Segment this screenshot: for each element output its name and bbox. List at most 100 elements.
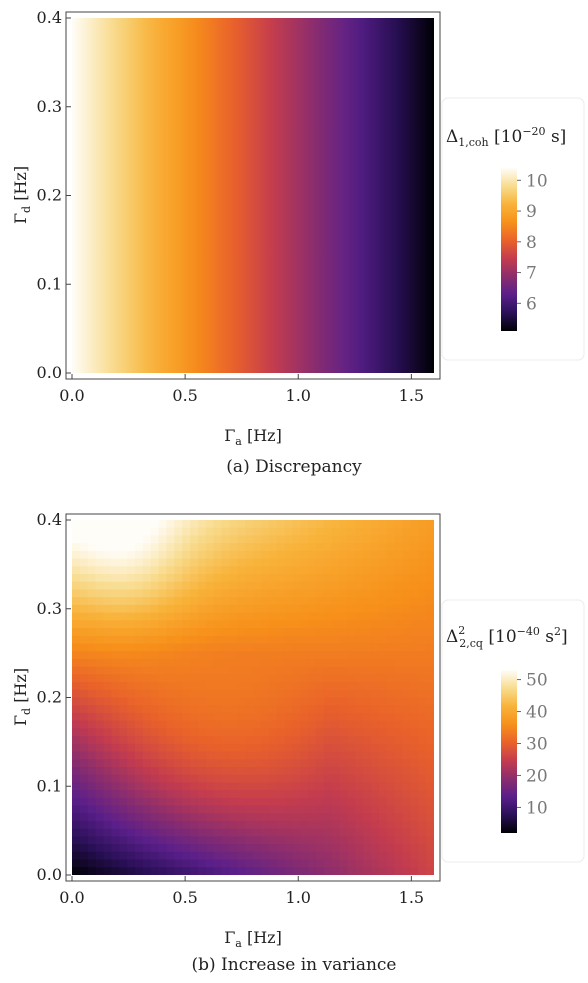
heatmap-cell xyxy=(103,666,112,675)
heatmap-cell xyxy=(339,867,349,875)
heatmap-cell xyxy=(111,612,120,621)
heatmap-cell xyxy=(363,581,372,591)
heatmap-cell xyxy=(119,705,128,714)
heatmap-cell xyxy=(190,697,199,706)
heatmap-cell xyxy=(190,604,199,614)
heatmap-cell xyxy=(347,589,356,598)
heatmap-cell xyxy=(197,597,207,606)
heatmap-cell xyxy=(174,759,183,768)
heatmap-cell xyxy=(166,797,175,807)
heatmap-cell xyxy=(103,574,112,583)
heatmap-cell xyxy=(284,604,293,614)
heatmap-cell xyxy=(150,712,160,722)
heatmap-cell xyxy=(315,535,325,544)
heatmap-cell xyxy=(418,558,427,567)
heatmap-cell xyxy=(134,520,144,529)
heatmap-cell xyxy=(331,651,341,660)
heatmap-cell xyxy=(378,651,388,660)
heatmap-cell xyxy=(331,550,341,560)
heatmap-cell xyxy=(339,705,349,714)
heatmap-cell xyxy=(229,820,238,830)
heatmap-cell xyxy=(315,697,325,706)
heatmap-cell xyxy=(111,790,120,799)
heatmap-cell xyxy=(331,535,341,544)
heatmap-cell xyxy=(426,643,434,652)
heatmap-cell xyxy=(213,543,223,552)
heatmap-cell xyxy=(72,743,81,753)
heatmap-cell xyxy=(95,520,105,529)
heatmap-cell xyxy=(260,535,270,544)
heatmap-cell xyxy=(402,759,411,768)
heatmap-cell xyxy=(111,712,120,722)
heatmap-cell xyxy=(394,658,404,668)
heatmap-cell xyxy=(79,597,89,606)
heatmap-cell xyxy=(386,766,396,776)
heatmap-cell xyxy=(79,697,89,706)
heatmap-cell xyxy=(158,550,168,560)
heatmap-cell xyxy=(300,597,309,606)
heatmap-cell xyxy=(292,697,301,706)
heatmap-cell xyxy=(386,790,396,799)
heatmap-cell xyxy=(134,651,144,660)
y-axis-label-a: Γd [Hz] xyxy=(11,166,33,224)
heatmap-cell xyxy=(315,527,325,537)
heatmap-cell xyxy=(253,813,262,822)
heatmap-cell xyxy=(308,759,317,768)
heatmap-cell xyxy=(347,736,356,745)
heatmap-cell xyxy=(276,736,286,745)
heatmap-cell xyxy=(426,527,434,537)
heatmap-cell xyxy=(237,689,246,699)
heatmap-cell xyxy=(260,682,270,691)
heatmap-cell xyxy=(127,705,136,714)
heatmap-cell xyxy=(237,597,246,606)
heatmap-cell xyxy=(197,782,207,791)
heatmap-cell xyxy=(111,589,120,598)
heatmap-cell xyxy=(150,867,160,875)
heatmap-cell xyxy=(237,736,246,745)
heatmap-cell xyxy=(72,859,81,868)
heatmap-cell xyxy=(182,813,191,822)
heatmap-cell xyxy=(410,589,419,598)
heatmap-cell xyxy=(418,697,427,706)
heatmap-cell xyxy=(87,728,97,737)
heatmap-cell xyxy=(127,597,136,606)
heatmap-cell xyxy=(95,604,105,614)
heatmap-cell xyxy=(363,620,372,629)
heatmap-cell xyxy=(331,612,341,621)
heatmap-cell xyxy=(363,543,372,552)
heatmap-cell xyxy=(386,520,396,529)
heatmap-cell xyxy=(190,844,199,853)
heatmap-cell xyxy=(260,597,270,606)
heatmap-cell xyxy=(426,674,434,683)
heatmap-cell xyxy=(402,766,411,776)
heatmap-cell xyxy=(371,535,380,544)
heatmap-cell xyxy=(158,805,168,814)
heatmap-cell xyxy=(410,689,419,699)
heatmap-cell xyxy=(315,574,325,583)
heatmap-cell xyxy=(158,520,168,529)
heatmap-cell xyxy=(87,566,97,575)
heatmap-cell xyxy=(174,859,183,868)
heatmap-cell xyxy=(363,813,372,822)
heatmap-cell xyxy=(308,520,317,529)
heatmap-cell xyxy=(386,736,396,745)
heatmap-cell xyxy=(402,566,411,575)
heatmap-cell xyxy=(221,666,230,675)
heatmap-cell xyxy=(221,682,230,691)
heatmap-cell xyxy=(182,689,191,699)
heatmap-cell xyxy=(127,535,136,544)
heatmap-cell xyxy=(174,566,183,575)
heatmap-cell xyxy=(150,759,160,768)
heatmap-cell xyxy=(205,728,215,737)
heatmap-cell xyxy=(127,666,136,675)
x-tick-label: 1.0 xyxy=(286,888,311,907)
heatmap-cell xyxy=(315,705,325,714)
heatmap-cell xyxy=(386,543,396,552)
heatmap-cell xyxy=(378,851,388,861)
heatmap-cell xyxy=(394,828,404,838)
heatmap-cell xyxy=(426,805,434,814)
heatmap-cell xyxy=(72,550,81,560)
heatmap-cell xyxy=(87,851,97,861)
heatmap-cell xyxy=(237,628,246,637)
heatmap-cell xyxy=(260,705,270,714)
